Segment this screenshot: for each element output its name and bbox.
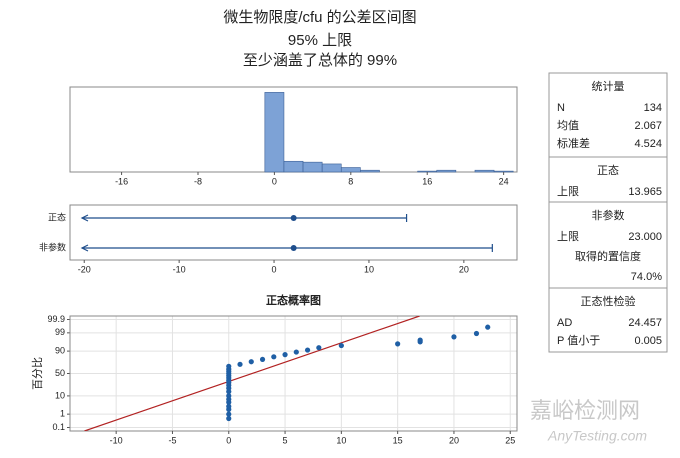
data-point [237,361,243,367]
data-point [293,349,299,355]
stats-label: N [557,102,565,114]
data-point [248,359,254,365]
stats-value: 13.965 [628,186,662,198]
x-tick-label: -20 [78,264,91,274]
stats-label: AD [557,317,572,329]
data-point [304,347,311,353]
x-tick-label: 10 [336,435,346,445]
stats-label: 标准差 [557,136,590,150]
x-tick-label: 0 [272,264,277,274]
x-tick-label: 15 [393,435,403,445]
stats-value: 24.457 [628,317,662,329]
x-tick-label: -8 [194,176,202,186]
data-point [451,334,457,340]
x-tick-label: -5 [168,435,176,445]
stats-value: 134 [644,102,662,114]
interval-arrow [80,214,89,222]
stats-box [548,72,668,158]
x-tick-label: -10 [110,435,123,445]
histogram-bar [417,170,438,173]
stats-value: 74.0% [631,271,662,283]
y-tick-label: 50 [55,368,65,378]
data-point [485,324,491,330]
data-point [226,415,232,422]
y-axis-label: 百分比 [31,357,44,390]
y-tick-label: 10 [55,390,65,400]
stats-label: 上限 [557,230,579,243]
plot-frame [69,86,518,173]
x-tick-label: -10 [173,264,186,274]
stats-box [548,156,668,203]
y-tick-label: 正态 [48,211,66,222]
data-point [226,403,232,409]
x-tick-label: 0 [226,435,231,445]
stats-box [548,201,668,289]
data-point [226,393,232,399]
stats-box [548,287,668,353]
stats-value: 23.000 [628,231,662,243]
center-point [290,245,297,251]
plot-frame [69,204,518,261]
watermark: AnyTesting.com [547,428,647,444]
fit-line [84,316,420,431]
x-tick-label: 0 [272,176,277,186]
y-tick-label: 0.1 [52,422,65,432]
histogram-bar [340,167,361,173]
histogram-bar [436,169,457,173]
y-tick-label: 99.9 [47,314,65,324]
data-point [271,354,277,360]
x-tick-label: 16 [422,176,432,186]
center-point [290,215,297,221]
plot-area [84,316,491,431]
x-tick-label: 10 [364,264,374,274]
data-point [473,330,480,337]
histogram-bar [360,169,380,173]
watermark: 嘉峪检测网 [530,398,640,423]
histogram-bar [493,170,514,173]
stats-value: 2.067 [634,120,662,132]
stats-label: P 值小于 [557,334,600,347]
interval-arrow [80,244,89,252]
histogram-bar [302,161,323,173]
chart-title: 微生物限度/cfu 的公差区间图 [223,9,416,26]
data-point [226,363,232,369]
y-tick-label: 非参数 [39,241,66,252]
chart-subtitle: 至少涵盖了总体的 99% [243,52,397,69]
data-point [226,411,232,417]
y-tick-label: 90 [55,345,65,355]
chart-title: 正态概率图 [266,293,321,307]
histogram-bar [283,160,304,173]
plot-frame [69,315,518,432]
stats-note: 取得的置信度 [575,249,641,263]
x-tick-label: 8 [348,176,353,186]
data-point [338,342,344,349]
x-tick-label: 24 [499,176,509,186]
data-point [395,341,401,347]
x-tick-label: -16 [115,176,128,186]
stats-header: 正态性检验 [581,294,636,308]
histogram-bar [474,169,495,173]
data-point [282,352,288,358]
y-tick-label: 99 [55,327,65,337]
stats-label: 均值 [557,119,579,132]
stats-value: 0.005 [634,335,662,347]
chart-subtitle: 95% 上限 [288,32,352,49]
stats-value: 4.524 [634,138,662,150]
x-tick-label: 20 [459,264,469,274]
x-tick-label: 20 [449,435,459,445]
stats-header: 统计量 [592,80,625,93]
data-point [259,356,266,363]
stats-header: 正态 [597,164,619,177]
histogram-bar [264,92,285,173]
y-tick-label: 1 [60,409,65,419]
x-tick-label: 5 [283,435,288,445]
stats-label: 上限 [557,185,579,198]
data-point [316,345,322,351]
x-tick-label: 25 [505,435,515,445]
data-point [417,337,423,343]
stats-header: 非参数 [592,208,625,222]
histogram-bar [321,163,342,173]
